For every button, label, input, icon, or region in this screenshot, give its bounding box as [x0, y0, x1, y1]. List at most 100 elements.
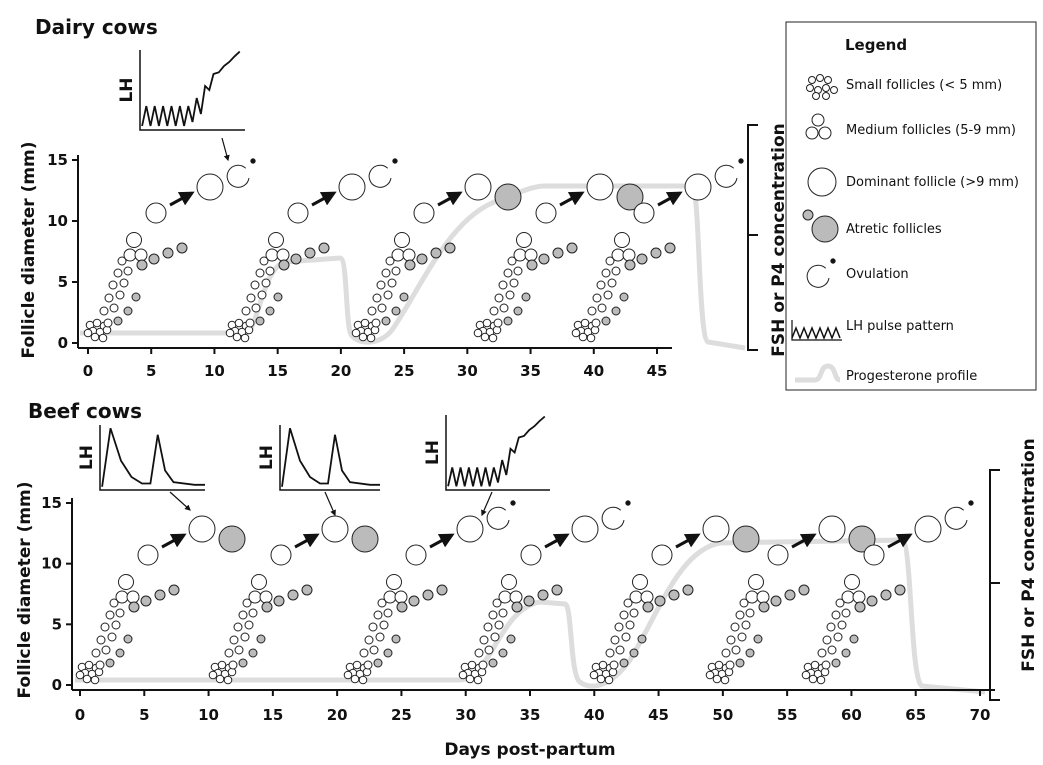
- small-follicle: [229, 635, 239, 645]
- right-axis: [747, 124, 758, 351]
- small-follicle: [391, 266, 401, 276]
- small-follicle: [225, 328, 235, 338]
- small-follicle: [248, 608, 258, 618]
- panel-title: Dairy cows: [35, 15, 158, 39]
- small-follicle: [479, 635, 489, 645]
- y-tick-label: 0: [52, 676, 62, 694]
- small-follicle: [123, 266, 133, 276]
- small-follicle: [499, 303, 509, 313]
- small-follicle: [387, 278, 397, 288]
- small-follicle: [621, 632, 631, 642]
- small-follicle: [482, 318, 492, 328]
- ovulation-dot: [625, 500, 631, 506]
- atretic-small: [256, 634, 266, 644]
- small-follicle: [90, 332, 100, 342]
- medium-follicle: [629, 590, 643, 604]
- atretic-small: [404, 259, 416, 271]
- atretic-small: [261, 601, 273, 613]
- dominant-follicle: [188, 515, 216, 543]
- arrow: [169, 491, 191, 511]
- legend-small-follicle: [822, 92, 830, 100]
- x-tick-label: 20: [330, 362, 351, 380]
- small-follicle: [505, 290, 515, 300]
- panel-title: Beef cows: [28, 399, 142, 423]
- medium-follicle: [513, 248, 527, 262]
- small-follicle: [251, 303, 261, 313]
- legend-small-follicle: [822, 84, 830, 92]
- small-follicle: [571, 328, 581, 338]
- x-tick-label: 70: [970, 706, 991, 724]
- medium-follicle: [501, 574, 517, 590]
- small-follicle: [208, 670, 218, 680]
- medium-follicle: [841, 590, 855, 604]
- atretic-small: [248, 648, 258, 658]
- atretic-small: [506, 634, 516, 644]
- small-follicle: [351, 328, 361, 338]
- small-follicle: [381, 268, 391, 278]
- ovulation-dot: [738, 158, 744, 164]
- y-tick-label: 15: [47, 151, 68, 169]
- arrow: [169, 191, 195, 207]
- small-follicle: [474, 648, 484, 658]
- y-tick-label: 15: [41, 494, 62, 512]
- atretic-small: [503, 316, 513, 326]
- small-follicle: [379, 620, 389, 630]
- small-follicle: [473, 675, 483, 685]
- atretic-small: [619, 658, 629, 668]
- atretic-small: [498, 648, 508, 658]
- atretic-small: [521, 292, 531, 302]
- small-follicle: [246, 293, 256, 303]
- legend-small-follicle: [830, 86, 838, 94]
- x-tick-label: 20: [327, 706, 348, 724]
- small-follicle: [488, 610, 498, 620]
- small-follicle: [115, 290, 125, 300]
- medium-follicle: [391, 248, 405, 262]
- small-follicle: [625, 620, 635, 630]
- medium-follicle: [268, 232, 284, 248]
- small-follicle: [240, 333, 250, 343]
- atretic-small: [880, 589, 892, 601]
- right-axis-label: FSH or P4 concentration: [1019, 438, 1039, 671]
- small-follicle: [831, 610, 841, 620]
- arrow: [887, 533, 913, 549]
- medium-follicle: [498, 590, 512, 604]
- atretic-small: [637, 634, 647, 644]
- legend-label: Atretic follicles: [846, 222, 942, 237]
- small-follicle: [737, 632, 747, 642]
- x-tick-label: 65: [905, 706, 926, 724]
- atretic-small: [168, 584, 180, 596]
- medium-follicle: [516, 232, 532, 248]
- small-follicle: [367, 306, 377, 316]
- atretic-small: [682, 584, 694, 596]
- medium-follicle: [386, 574, 402, 590]
- small-follicle: [623, 598, 633, 608]
- small-follicle: [245, 318, 255, 328]
- atretic-small: [304, 247, 316, 259]
- atretic-small: [396, 601, 408, 613]
- medium-follicle: [118, 574, 134, 590]
- small-follicle: [498, 608, 508, 618]
- dominant-follicle: [818, 515, 846, 543]
- small-follicle: [465, 674, 475, 684]
- small-follicle: [714, 660, 724, 670]
- small-follicle: [95, 660, 105, 670]
- lh-pulse: [101, 427, 205, 487]
- medium-follicle: [259, 590, 273, 604]
- small-follicle: [493, 318, 503, 328]
- ovulation-dot: [250, 158, 256, 164]
- small-follicle: [369, 645, 379, 655]
- legend-small-follicle: [808, 76, 816, 84]
- small-follicle: [483, 622, 493, 632]
- atretic-small: [866, 595, 878, 607]
- small-follicle: [383, 608, 393, 618]
- y-tick-label: 5: [58, 273, 68, 291]
- legend-lh: [791, 325, 841, 341]
- lh-axes: [99, 425, 205, 491]
- atretic-small: [664, 242, 676, 254]
- legend-atretic-small: [802, 209, 814, 221]
- legend-title: Legend: [845, 36, 907, 54]
- small-follicle: [494, 620, 504, 630]
- dominant-follicle: [338, 173, 366, 201]
- small-follicle: [586, 333, 596, 343]
- small-follicle: [596, 674, 606, 684]
